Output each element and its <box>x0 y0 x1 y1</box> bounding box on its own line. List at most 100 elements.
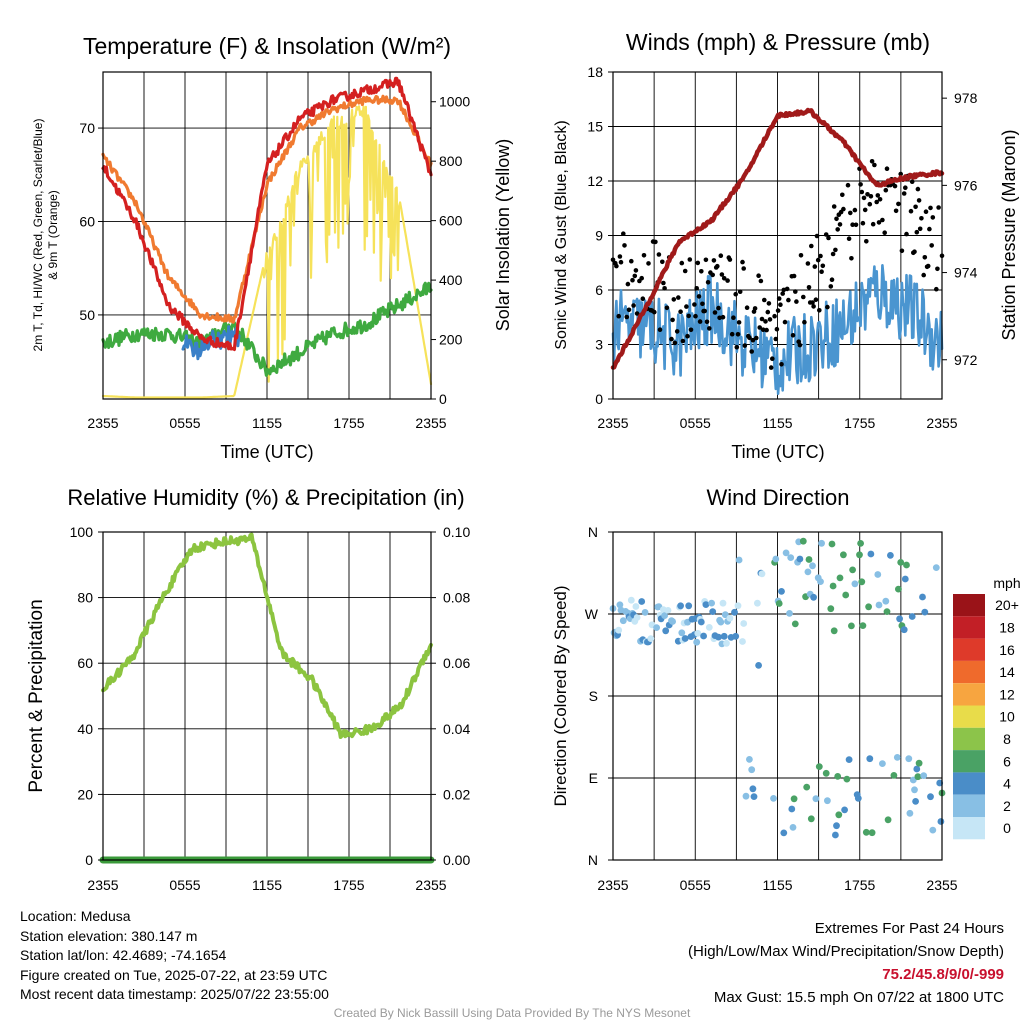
gust-point <box>704 319 710 325</box>
direction-point <box>709 608 717 615</box>
gust-point <box>779 362 784 367</box>
direction-point <box>896 615 903 623</box>
direction-point <box>843 775 851 783</box>
gust-point <box>734 344 740 350</box>
gust-point <box>812 264 818 269</box>
gust-point <box>772 313 777 319</box>
wind-right-tick-1: 974 <box>954 265 978 281</box>
gust-point <box>719 272 725 277</box>
gust-point <box>718 253 724 258</box>
direction-point <box>883 608 891 615</box>
gust-point <box>870 221 876 227</box>
direction-point <box>859 622 867 629</box>
temperature-left-ticks: 50 60 70 <box>79 120 103 323</box>
gust-point <box>687 257 693 262</box>
gust-point <box>631 303 636 308</box>
legend-swatch-4 <box>953 772 985 795</box>
gust-point <box>749 349 754 354</box>
direction-point <box>669 618 676 625</box>
direction-point <box>719 599 727 607</box>
direction-point <box>627 596 635 604</box>
wind-left-tick-6: 18 <box>587 64 603 80</box>
direction-point <box>678 629 686 637</box>
direction-point <box>791 620 799 628</box>
direction-point <box>732 632 740 640</box>
created-text: Figure created on Tue, 2025-07-22, at 23… <box>20 966 328 983</box>
gust-point <box>867 201 873 207</box>
direction-point <box>857 540 864 547</box>
wind-x-tick-3: 1755 <box>844 415 875 431</box>
legend-label-14: 14 <box>999 664 1015 680</box>
direction-point <box>717 618 725 626</box>
direction-point <box>664 607 672 614</box>
direction-point <box>817 578 824 585</box>
gust-point <box>935 266 940 272</box>
legend-label-20+: 20+ <box>995 597 1019 613</box>
rh-right-tick-1: 0.02 <box>443 786 470 802</box>
dir-left-tick-0: N <box>588 852 598 868</box>
temp-right-tick-0: 0 <box>439 391 447 407</box>
gust-point <box>797 342 803 348</box>
solar-insolation-path <box>101 105 433 399</box>
direction-point <box>834 773 842 780</box>
gust-point <box>848 210 853 216</box>
winds-title: Winds (mph) & Pressure (mb) <box>626 29 930 55</box>
gust-point <box>717 315 722 321</box>
gust-point <box>674 329 680 334</box>
gust-point <box>837 222 843 227</box>
gust-point <box>882 230 887 235</box>
wind-left-tick-0: 0 <box>595 391 603 407</box>
legend-label-8: 8 <box>1003 731 1011 747</box>
gust-point <box>798 253 804 258</box>
temperature-plot-frame <box>102 71 432 400</box>
direction-point <box>731 608 738 616</box>
direction-point <box>778 588 785 595</box>
gust-point <box>740 259 745 265</box>
direction-point <box>833 822 840 830</box>
extremes-values: 75.2/45.8/9/0/-999 <box>882 966 1004 983</box>
temperature-y-label-line1: 2m T, Td, HI/WC (Red, Green, Scarlet/Blu… <box>31 119 45 352</box>
legend-swatch-10 <box>953 705 985 728</box>
dir-left-tick-1: E <box>589 770 598 786</box>
temp-right-tick-3: 600 <box>439 213 463 229</box>
direction-point <box>937 818 945 825</box>
gust-point <box>782 319 788 325</box>
gust-point <box>731 315 736 321</box>
gust-point <box>765 309 771 315</box>
gust-point <box>676 295 681 300</box>
gust-point <box>869 159 875 164</box>
legend-swatch-20+ <box>953 594 985 617</box>
direction-point <box>746 756 753 763</box>
gust-point <box>707 326 712 331</box>
gust-point <box>664 305 670 311</box>
wind-left-tick-4: 12 <box>587 173 603 189</box>
gust-point <box>700 301 705 307</box>
gust-point <box>899 248 905 254</box>
direction-point <box>799 537 807 545</box>
relative-humidity-path <box>101 532 433 739</box>
gust-point <box>872 162 877 168</box>
latlon-text: Station lat/lon: 42.4689; -74.1654 <box>20 947 227 963</box>
temp-right-tick-2: 400 <box>439 272 463 288</box>
direction-point <box>787 554 795 561</box>
direction-point <box>829 582 837 590</box>
station-pressure-path <box>610 107 945 370</box>
rh-right-tick-3: 0.06 <box>443 655 470 671</box>
gust-point <box>626 307 632 313</box>
legend-label-18: 18 <box>999 619 1015 635</box>
gust-point <box>936 205 941 210</box>
gust-point <box>716 305 721 311</box>
gust-point <box>679 260 685 266</box>
direction-point <box>749 785 757 793</box>
gust-point <box>835 227 840 232</box>
direction-point <box>900 626 908 634</box>
extremes-subtitle: (High/Low/Max Wind/Precipitation/Snow De… <box>688 943 1004 960</box>
gust-point <box>618 259 624 265</box>
direction-point <box>912 798 919 805</box>
humidity-right-ticks: 0.00 0.02 0.04 0.06 0.08 0.10 <box>431 524 470 868</box>
direction-point <box>742 792 750 800</box>
gust-point <box>919 216 924 221</box>
direction-point <box>874 571 882 578</box>
direction-point <box>790 795 798 803</box>
